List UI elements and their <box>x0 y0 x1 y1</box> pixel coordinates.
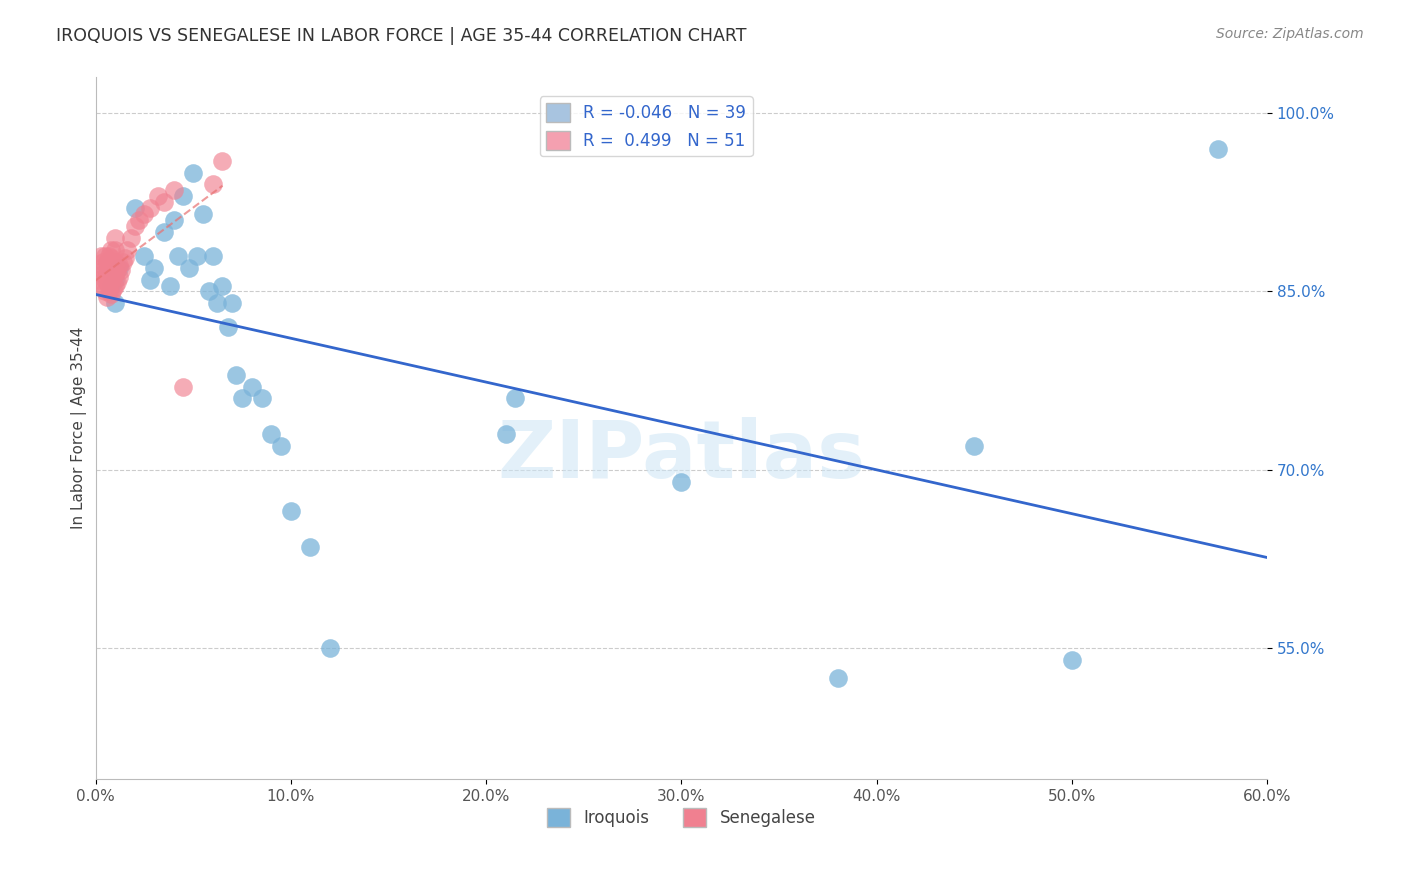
Point <box>231 392 253 406</box>
Point <box>495 427 517 442</box>
Point <box>96 254 118 268</box>
Point <box>124 219 146 233</box>
Point <box>100 251 122 265</box>
Point <box>134 207 156 221</box>
Point <box>96 290 118 304</box>
Point <box>172 189 194 203</box>
Point <box>93 254 115 268</box>
Point <box>104 254 127 268</box>
Point <box>98 249 121 263</box>
Point <box>101 282 124 296</box>
Point <box>98 272 121 286</box>
Point <box>93 267 115 281</box>
Point <box>94 272 117 286</box>
Point <box>299 540 322 554</box>
Point <box>120 231 142 245</box>
Point <box>963 439 986 453</box>
Point <box>270 439 292 453</box>
Point <box>100 286 122 301</box>
Point <box>98 278 121 293</box>
Point <box>159 278 181 293</box>
Point <box>201 178 224 192</box>
Point <box>89 272 111 286</box>
Point <box>139 201 162 215</box>
Point <box>100 278 122 293</box>
Point <box>128 213 150 227</box>
Point <box>505 392 527 406</box>
Point <box>319 641 342 656</box>
Point <box>186 249 208 263</box>
Point <box>94 260 117 275</box>
Y-axis label: In Labor Force | Age 35-44: In Labor Force | Age 35-44 <box>72 327 87 529</box>
Point <box>100 243 122 257</box>
Point <box>191 207 214 221</box>
Point <box>172 379 194 393</box>
Point <box>134 249 156 263</box>
Point <box>827 671 849 685</box>
Point <box>250 392 273 406</box>
Point <box>90 260 112 275</box>
Point <box>163 213 186 227</box>
Point <box>105 275 128 289</box>
Point <box>211 153 233 168</box>
Point <box>96 267 118 281</box>
Point <box>115 243 138 257</box>
Point <box>179 260 201 275</box>
Point <box>211 278 233 293</box>
Point <box>94 285 117 299</box>
Point <box>260 427 283 442</box>
Point <box>100 275 122 289</box>
Point <box>240 379 263 393</box>
Point <box>225 368 247 382</box>
Point <box>143 260 166 275</box>
Point <box>671 475 693 489</box>
Point <box>153 225 176 239</box>
Point <box>101 270 124 285</box>
Point <box>98 285 121 299</box>
Point <box>139 272 162 286</box>
Point <box>93 278 115 293</box>
Point <box>108 260 131 275</box>
Point <box>198 285 221 299</box>
Point <box>108 270 131 285</box>
Point <box>104 296 127 310</box>
Point <box>280 504 302 518</box>
Point <box>104 243 127 257</box>
Text: ZIPatlas: ZIPatlas <box>498 417 866 495</box>
Point <box>104 272 127 286</box>
Point <box>114 251 136 265</box>
Point <box>166 249 188 263</box>
Point <box>163 183 186 197</box>
Point <box>105 263 128 277</box>
Point <box>108 258 131 272</box>
Legend: Iroquois, Senegalese: Iroquois, Senegalese <box>540 801 823 834</box>
Point <box>1060 653 1083 667</box>
Text: Source: ZipAtlas.com: Source: ZipAtlas.com <box>1216 27 1364 41</box>
Point <box>98 260 121 275</box>
Point <box>217 320 239 334</box>
Point <box>181 165 204 179</box>
Point <box>90 249 112 263</box>
Point <box>101 258 124 272</box>
Point <box>205 296 228 310</box>
Point <box>110 263 132 277</box>
Point <box>104 278 127 293</box>
Point <box>104 231 127 245</box>
Point <box>146 189 169 203</box>
Point <box>96 275 118 289</box>
Point <box>94 249 117 263</box>
Point <box>124 201 146 215</box>
Point <box>221 296 243 310</box>
Point <box>153 195 176 210</box>
Point <box>104 267 127 281</box>
Point <box>201 249 224 263</box>
Point <box>111 254 134 268</box>
Point <box>1206 142 1229 156</box>
Point <box>100 263 122 277</box>
Text: IROQUOIS VS SENEGALESE IN LABOR FORCE | AGE 35-44 CORRELATION CHART: IROQUOIS VS SENEGALESE IN LABOR FORCE | … <box>56 27 747 45</box>
